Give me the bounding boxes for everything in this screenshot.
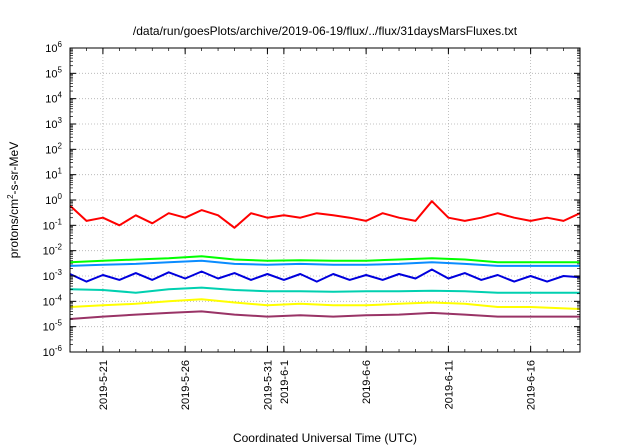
y-tick-label: 101 <box>45 167 62 182</box>
x-tick-label: 2019-6-1 <box>279 360 291 404</box>
plot-series <box>69 200 581 320</box>
y-tick-label: 10-2 <box>43 243 63 258</box>
grid-lines <box>70 48 580 352</box>
y-tick-label: 10-5 <box>43 319 63 334</box>
x-tick-label: 2019-5-31 <box>262 360 274 410</box>
y-tick-label: 103 <box>45 116 62 131</box>
series-line-1 <box>69 200 581 229</box>
series-line-4 <box>69 268 581 283</box>
y-tick-label: 105 <box>45 65 62 80</box>
x-tick-label: 2019-6-11 <box>443 360 455 409</box>
series-line-6 <box>69 298 581 310</box>
x-axis-label: Coordinated Universal Time (UTC) <box>233 431 417 445</box>
y-tick-label: 100 <box>45 192 62 207</box>
x-tick-label: 2019-5-26 <box>180 360 192 410</box>
series-line-7 <box>69 310 580 320</box>
series-line-5 <box>69 286 580 294</box>
x-axis: 2019-5-21 2019-5-26 2019-5-31 2019-6-1 2019-… <box>69 48 581 410</box>
x-tick-label: 2019-6-16 <box>526 360 538 410</box>
y-tick-label: 10-1 <box>43 217 63 232</box>
y-tick-label: 10-3 <box>43 268 63 283</box>
chart-title: /data/run/goesPlots/archive/2019-06-19/f… <box>133 24 518 38</box>
y-axis-label: protons/cm2-s-sr-MeV <box>6 142 21 258</box>
y-tick-label: 104 <box>45 91 62 106</box>
y-tick-label: 10-6 <box>43 344 63 359</box>
series-line-2 <box>69 255 580 264</box>
x-tick-label: 2019-5-21 <box>98 360 110 410</box>
x-tick-label: 2019-6-6 <box>361 360 373 404</box>
series-line-3 <box>69 259 580 267</box>
y-tick-label: 10-4 <box>43 293 63 308</box>
y-tick-label: 106 <box>45 40 62 55</box>
y-tick-label: 102 <box>45 141 62 156</box>
y-axis: 10-6 10-5 10-4 10-3 10-2 10-1 100 101 102 103 104 1… <box>43 40 580 359</box>
